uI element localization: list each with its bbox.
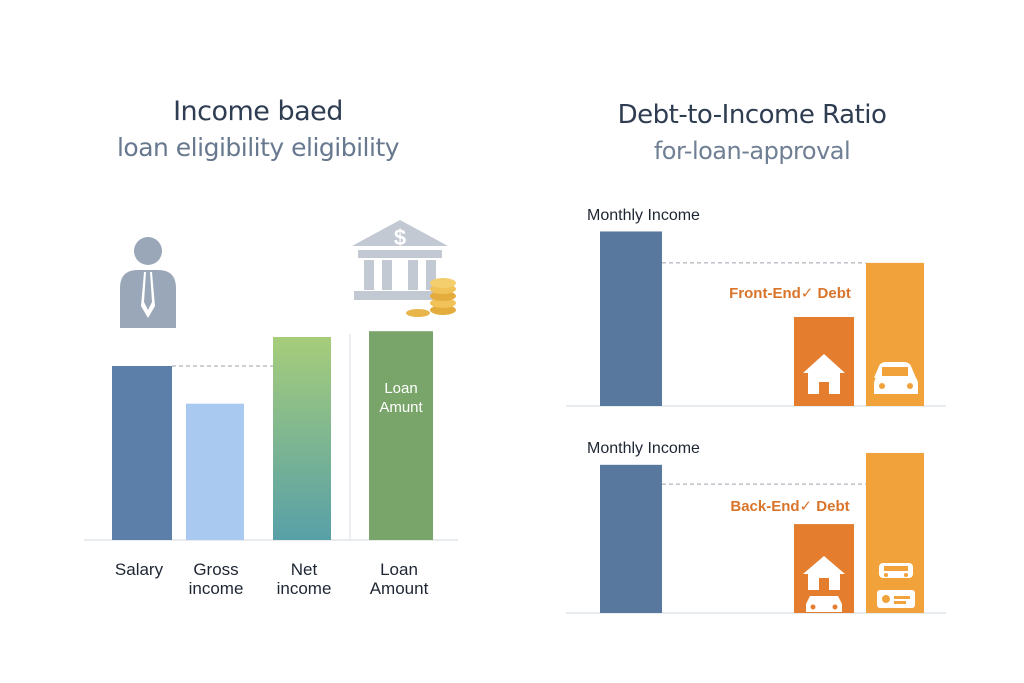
left-chart-title: Income baed [173, 96, 343, 127]
house-icon [803, 556, 845, 590]
x-tick-gross-income: Gross income [189, 560, 244, 598]
income-bar-chart: Loan Amunt Salary Gross income Net income L… [84, 331, 458, 598]
person-icon [120, 237, 176, 328]
bank-icon: $ [352, 220, 448, 300]
back-end-debt-chart: Monthly Income Back-End✓ Debt [566, 440, 946, 614]
chart2-bar-total [866, 452, 924, 613]
chart2-monthly-income-label: Monthly Income [587, 440, 700, 457]
front-end-debt-label: Front-End✓ Debt [729, 285, 851, 302]
chart1-bar-monthly-income [600, 231, 662, 406]
bar-gross-income [186, 403, 244, 540]
chart2-bar-monthly-income [600, 464, 662, 613]
vehicle-icon [879, 563, 913, 578]
credit-card-icon [877, 590, 915, 608]
back-end-debt-label: Back-End✓ Debt [730, 498, 849, 515]
bar-loan-amount [369, 331, 433, 540]
left-chart-subtitle: loan eligibility eligibility [116, 133, 400, 162]
bar-salary [112, 366, 172, 540]
car-icon [874, 362, 918, 394]
right-chart-title: Debt-to-Income Ratio [617, 100, 887, 130]
loan-amount-bar-label: Loan Amunt [379, 380, 423, 416]
right-chart-subtitle: for-loan-approval [653, 137, 851, 165]
coin-stack-icon [406, 278, 456, 317]
house-icon [803, 354, 845, 394]
bar-net-income [273, 337, 331, 540]
front-end-debt-chart: Monthly Income Front-End✓ Debt [566, 207, 946, 407]
x-tick-salary: Salary [115, 560, 164, 579]
x-tick-loan-amount: Loan Amount [370, 560, 429, 598]
car-icon [806, 596, 842, 612]
svg-text:$: $ [394, 225, 406, 250]
chart1-monthly-income-label: Monthly Income [587, 207, 700, 224]
x-tick-net-income: Net income [277, 560, 332, 598]
